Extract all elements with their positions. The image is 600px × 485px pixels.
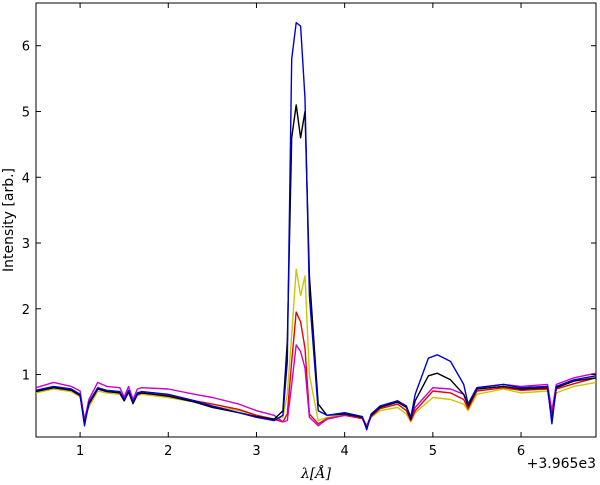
- y-tick-label: 6: [22, 40, 30, 55]
- y-axis-label: Intensity [arb.]: [1, 168, 17, 272]
- x-tick-label: 3: [252, 444, 260, 459]
- y-tick-label: 1: [22, 369, 30, 384]
- y-tick-label: 5: [22, 106, 30, 121]
- x-tick-label: 1: [76, 444, 84, 459]
- y-tick-label: 2: [22, 303, 30, 318]
- series-line-5: [35, 22, 597, 431]
- y-tick-label: 4: [22, 171, 30, 186]
- x-axis-label: λ[Å]: [300, 464, 331, 482]
- x-tick-label: 2: [164, 444, 172, 459]
- x-tick-label: 5: [429, 444, 437, 459]
- x-offset-label: +3.965e3: [527, 456, 596, 472]
- x-tick-label: 4: [341, 444, 349, 459]
- tick-layer: 1 2 3 4 5 6 1 2 3 4 5 6: [22, 3, 596, 459]
- series-layer: [35, 22, 597, 431]
- x-tick-label: 6: [517, 444, 525, 459]
- y-tick-label: 3: [22, 237, 30, 252]
